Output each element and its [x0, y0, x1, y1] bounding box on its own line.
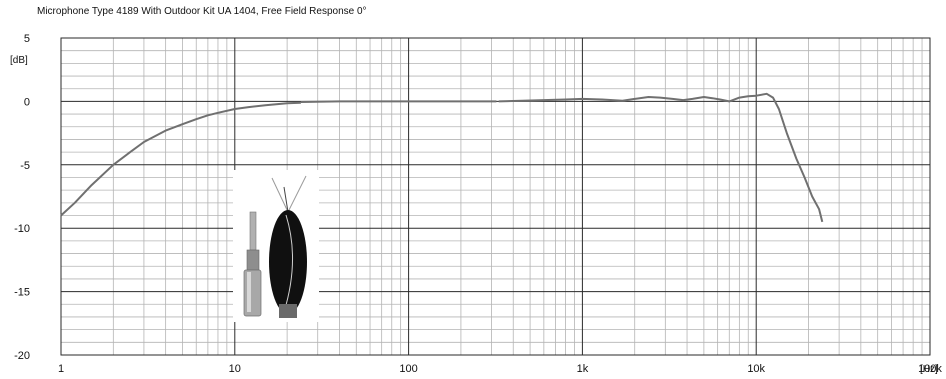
y-tick-label: -20: [14, 350, 30, 362]
y-tick-label: -10: [14, 223, 30, 235]
minor-grid: [61, 38, 930, 355]
windscreen-icon: [269, 175, 307, 318]
plot-frame: [60, 37, 931, 356]
x-tick-label: 1: [58, 363, 64, 375]
x-tick-label: 10k: [747, 363, 765, 375]
x-unit-label: [Hz]: [920, 364, 938, 375]
x-axis-ticks: 1 10 100 1k 10k 100k: [58, 363, 942, 375]
chart-title: Microphone Type 4189 With Outdoor Kit UA…: [37, 6, 367, 17]
microphone-photo-inset: [233, 170, 319, 322]
response-curve-high-frequency: [498, 92, 824, 223]
response-curves: [60, 92, 824, 223]
y-axis-ticks: 5 0 -5 -10 -15 -20: [14, 33, 30, 362]
microphone-icon: [243, 211, 262, 317]
response-curve-mid: [300, 100, 497, 103]
y-tick-label: 0: [24, 96, 30, 108]
y-tick-label: -5: [20, 160, 30, 172]
y-unit-label: [dB]: [10, 55, 28, 66]
x-tick-label: 100k: [918, 363, 942, 375]
x-tick-label: 10: [229, 363, 241, 375]
x-tick-label: 1k: [577, 363, 589, 375]
y-tick-label: -15: [14, 287, 30, 299]
y-tick-label: 5: [24, 33, 30, 45]
response-curve-low-frequency: [60, 101, 301, 217]
major-grid: [60, 37, 931, 356]
x-tick-label: 100: [399, 363, 417, 375]
plot-area: [60, 37, 931, 356]
